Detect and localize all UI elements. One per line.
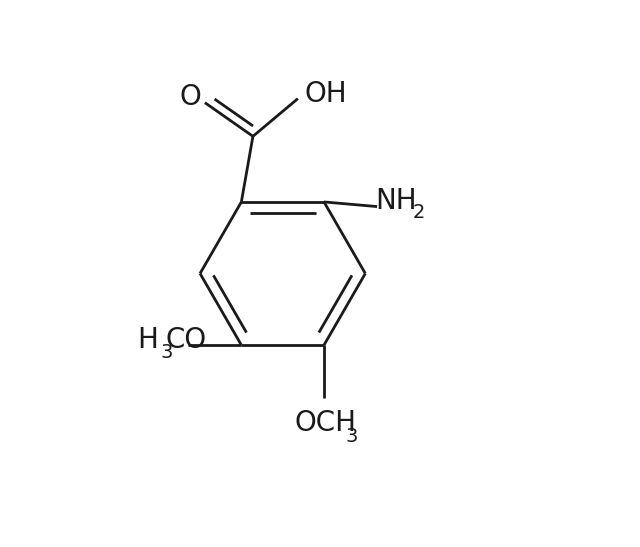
- Text: O: O: [179, 83, 201, 112]
- Text: 2: 2: [413, 203, 425, 223]
- Text: 3: 3: [161, 343, 173, 362]
- Text: NH: NH: [376, 187, 417, 216]
- Text: H: H: [138, 325, 159, 354]
- Text: 3: 3: [346, 427, 358, 446]
- Text: OCH: OCH: [294, 409, 356, 437]
- Text: OH: OH: [304, 80, 347, 108]
- Text: CO: CO: [165, 325, 207, 354]
